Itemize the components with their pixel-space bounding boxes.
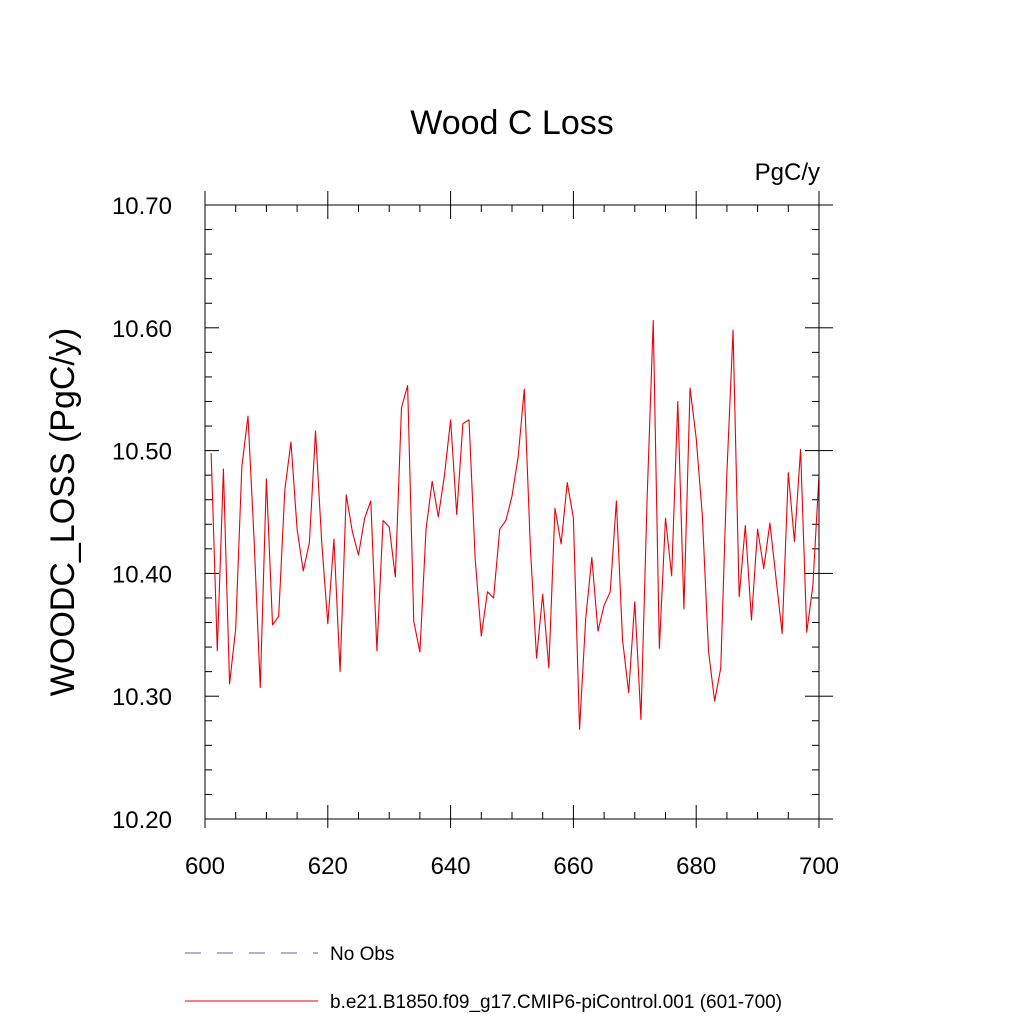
y-tick-label: 10.40: [112, 561, 172, 588]
y-tick-label: 10.30: [112, 684, 172, 711]
legend-label-control-run: b.e21.B1850.f09_g17.CMIP6-piControl.001 …: [330, 992, 782, 1013]
series-group: [210, 319, 819, 730]
x-tick-label: 620: [308, 853, 348, 880]
x-tick-label: 700: [799, 853, 839, 880]
y-tick-label: 10.20: [112, 807, 172, 834]
x-tick-label: 680: [676, 853, 716, 880]
axis-ticks: [204, 191, 833, 828]
y-tick-label: 10.60: [112, 316, 172, 343]
x-tick-label: 600: [185, 853, 225, 880]
y-axis-label: WOODC_LOSS (PgC/y): [44, 328, 82, 696]
tick-labels: 600 620 640 660 680 700 10.20 10.30 10.40 10.50 10…: [112, 193, 839, 880]
legend: No Obs b.e21.B1850.f09_g17.CMIP6-piContr…: [185, 944, 782, 1013]
x-tick-label: 640: [431, 853, 471, 880]
y-tick-label: 10.50: [112, 439, 172, 466]
series-line: [210, 319, 819, 730]
plot-frame: [204, 204, 820, 820]
chart-title: Wood C Loss: [410, 104, 613, 142]
units-label: PgC/y: [755, 159, 820, 186]
y-tick-label: 10.70: [112, 193, 172, 220]
legend-label-no-obs: No Obs: [330, 944, 394, 965]
x-tick-label: 660: [553, 853, 593, 880]
